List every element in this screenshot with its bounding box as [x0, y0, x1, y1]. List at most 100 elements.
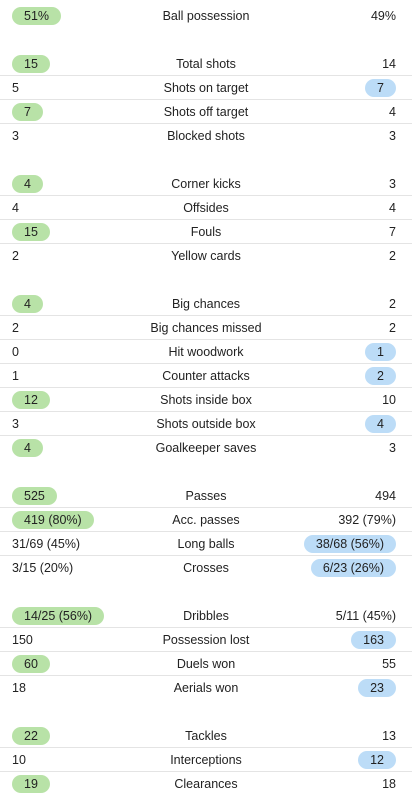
away-value: 2	[389, 321, 396, 335]
home-value: 3	[12, 417, 19, 431]
away-value: 3	[389, 177, 396, 191]
stat-row-blocked-shots: Blocked shots 3 3	[0, 124, 412, 148]
stat-label: Shots outside box	[156, 417, 256, 431]
away-value: 23	[358, 679, 396, 697]
stat-label: Corner kicks	[171, 177, 241, 191]
away-value: 4	[389, 201, 396, 215]
stat-label: Possession lost	[162, 633, 250, 647]
away-value: 2	[389, 297, 396, 311]
home-value: 22	[12, 727, 50, 745]
home-value: 4	[12, 201, 19, 215]
home-value: 5	[12, 81, 19, 95]
stat-label: Aerials won	[173, 681, 239, 695]
home-value: 7	[12, 103, 43, 121]
home-value: 14/25 (56%)	[12, 607, 105, 625]
stat-row-offsides: Offsides 4 4	[0, 196, 412, 220]
stat-row-big-chances-missed: Big chances missed 2 2	[0, 316, 412, 340]
away-value: 2	[365, 367, 396, 385]
home-value: 18	[12, 681, 26, 695]
home-value: 150	[12, 633, 33, 647]
away-value: 12	[358, 751, 396, 769]
stat-label: Counter attacks	[162, 369, 250, 383]
stat-label: Yellow cards	[171, 249, 241, 263]
stat-label: Ball possession	[162, 9, 250, 23]
away-value: 4	[389, 105, 396, 119]
stat-row-fouls: Fouls 15 7	[0, 220, 412, 244]
stat-label: Duels won	[176, 657, 236, 671]
stat-row-corner-kicks: Corner kicks 4 3	[0, 172, 412, 196]
stat-row-passes: Passes 525 494	[0, 484, 412, 508]
home-value: 525	[12, 487, 57, 505]
stat-label: Shots off target	[163, 105, 249, 119]
away-value: 494	[375, 489, 396, 503]
home-value: 4	[12, 439, 43, 457]
home-value: 3/15 (20%)	[12, 561, 74, 575]
stat-row-acc-passes: Acc. passes 419 (80%) 392 (79%)	[0, 508, 412, 532]
home-value: 31/69 (45%)	[12, 537, 81, 551]
stat-label: Big chances	[171, 297, 241, 311]
home-value: 12	[12, 391, 50, 409]
away-value: 6/23 (26%)	[310, 559, 396, 577]
stat-row-shots-off-target: Shots off target 7 4	[0, 100, 412, 124]
stat-row-yellow-cards: Yellow cards 2 2	[0, 244, 412, 268]
away-value: 3	[389, 441, 396, 455]
stat-label: Acc. passes	[172, 513, 240, 527]
away-value: 2	[389, 249, 396, 263]
home-value: 19	[12, 775, 50, 793]
home-value: 3	[12, 129, 19, 143]
stat-row-clearances: Clearances 19 18	[0, 772, 412, 796]
stat-row-dribbles: Dribbles 14/25 (56%) 5/11 (45%)	[0, 604, 412, 628]
stat-label: Dribbles	[183, 609, 229, 623]
away-value: 5/11 (45%)	[335, 609, 396, 623]
home-value: 60	[12, 655, 50, 673]
away-value: 10	[382, 393, 396, 407]
stat-row-crosses: Crosses 3/15 (20%) 6/23 (26%)	[0, 556, 412, 580]
away-value: 49%	[370, 9, 396, 23]
home-value: 4	[12, 295, 43, 313]
away-value: 1	[365, 343, 396, 361]
away-value: 163	[351, 631, 396, 649]
stat-row-total-shots: Total shots 15 14	[0, 52, 412, 76]
away-value: 392 (79%)	[338, 513, 396, 527]
stat-row-hit-woodwork: Hit woodwork 0 1	[0, 340, 412, 364]
stat-row-goalkeeper-saves: Goalkeeper saves 4 3	[0, 436, 412, 460]
away-value: 4	[365, 415, 396, 433]
stat-label: Interceptions	[170, 753, 242, 767]
away-value: 7	[365, 79, 396, 97]
away-value: 18	[382, 777, 396, 791]
home-value: 2	[12, 249, 19, 263]
home-value: 51%	[12, 7, 62, 25]
stat-row-big-chances: Big chances 4 2	[0, 292, 412, 316]
stat-label: Passes	[185, 489, 227, 503]
away-value: 3	[389, 129, 396, 143]
stat-label: Shots on target	[163, 81, 249, 95]
away-value: 13	[382, 729, 396, 743]
home-value: 2	[12, 321, 19, 335]
stat-row-shots-outside-box: Shots outside box 3 4	[0, 412, 412, 436]
stat-label: Big chances missed	[150, 321, 262, 335]
home-value: 4	[12, 175, 43, 193]
stat-row-shots-inside-box: Shots inside box 12 10	[0, 388, 412, 412]
stat-label: Fouls	[190, 225, 222, 239]
stat-label: Clearances	[174, 777, 238, 791]
stat-row-shots-on-target: Shots on target 5 7	[0, 76, 412, 100]
stat-label: Long balls	[177, 537, 235, 551]
stat-row-duels-won: Duels won 60 55	[0, 652, 412, 676]
stat-row-interceptions: Interceptions 10 12	[0, 748, 412, 772]
stat-row-aerials-won: Aerials won 18 23	[0, 676, 412, 700]
stat-label: Goalkeeper saves	[155, 441, 257, 455]
away-value: 38/68 (56%)	[303, 535, 396, 553]
away-value: 14	[382, 57, 396, 71]
stat-row-long-balls: Long balls 31/69 (45%) 38/68 (56%)	[0, 532, 412, 556]
home-value: 1	[12, 369, 19, 383]
stat-row-tackles: Tackles 22 13	[0, 724, 412, 748]
home-value: 15	[12, 223, 50, 241]
stat-label: Hit woodwork	[168, 345, 244, 359]
stat-label: Total shots	[176, 57, 236, 71]
stat-label: Shots inside box	[160, 393, 252, 407]
stat-label: Blocked shots	[167, 129, 245, 143]
home-value: 0	[12, 345, 19, 359]
home-value: 10	[12, 753, 26, 767]
stat-row-possession-lost: Possession lost 150 163	[0, 628, 412, 652]
